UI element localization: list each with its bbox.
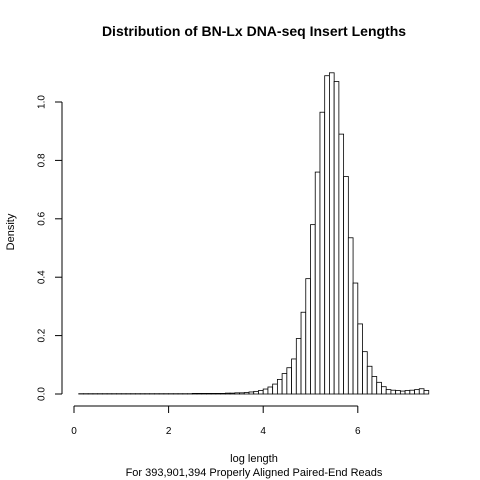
histogram-bar [202, 393, 207, 394]
histogram-bar [386, 390, 391, 394]
histogram-bar [381, 387, 386, 394]
histogram-bar [311, 225, 316, 394]
histogram-bar [197, 393, 202, 394]
histogram-bar [292, 359, 297, 394]
x-axis-label: log length [230, 453, 278, 465]
histogram-bar [235, 393, 240, 394]
histogram-bar [358, 324, 363, 394]
y-axis-label: Density [5, 213, 17, 250]
y-tick-label: 0.8 [37, 153, 48, 167]
histogram-bar [244, 393, 249, 394]
histogram-bar [211, 393, 216, 394]
histogram-bar [306, 279, 311, 394]
histogram-bars [79, 73, 429, 394]
histogram-bar [391, 390, 396, 394]
histogram-bar [206, 393, 211, 394]
x-tick-label: 0 [71, 426, 77, 437]
histogram-bar [249, 392, 254, 394]
histogram-bar [216, 393, 221, 394]
histogram-bar [329, 73, 334, 394]
histogram-bar [301, 312, 306, 394]
y-tick-label: 0.0 [37, 387, 48, 401]
histogram-bar [405, 390, 410, 394]
histogram-bar [353, 283, 358, 394]
histogram-bar [315, 172, 320, 394]
x-axis: 0 2 4 6 [71, 406, 361, 437]
y-axis: 0.0 0.2 0.4 0.6 0.8 1.0 [37, 95, 63, 401]
histogram-bar [377, 382, 382, 394]
histogram-bar [339, 134, 344, 394]
histogram-bar [254, 391, 259, 394]
chart-subtitle: For 393,901,394 Properly Aligned Paired-… [126, 467, 383, 479]
histogram-bar [268, 387, 273, 394]
histogram-bar [325, 76, 330, 394]
histogram-bar [273, 384, 278, 394]
y-tick-label: 0.4 [37, 270, 48, 284]
y-tick-label: 0.6 [37, 211, 48, 225]
histogram-bar [334, 82, 339, 394]
x-tick-label: 2 [166, 426, 172, 437]
histogram-bar [344, 176, 349, 394]
histogram-bar [258, 390, 263, 394]
chart-title: Distribution of BN-Lx DNA-seq Insert Len… [102, 23, 406, 39]
histogram-bar [410, 390, 415, 394]
histogram-bar [277, 379, 282, 394]
histogram-bar [221, 393, 226, 394]
histogram-bar [400, 391, 405, 394]
histogram-bar [192, 393, 197, 394]
histogram-bar [348, 238, 353, 394]
histogram-bar [372, 376, 377, 394]
y-tick-label: 1.0 [37, 95, 48, 109]
x-tick-label: 6 [355, 426, 361, 437]
histogram-bar [230, 393, 235, 394]
histogram-bar [424, 390, 429, 394]
histogram-bar [320, 112, 325, 394]
histogram-bar [419, 389, 424, 394]
histogram-bar [363, 352, 368, 394]
y-tick-label: 0.2 [37, 328, 48, 342]
histogram-bar [396, 390, 401, 394]
histogram-bar [296, 339, 301, 394]
histogram-bar [367, 366, 372, 394]
histogram-bar [287, 368, 292, 394]
histogram-bar [282, 374, 287, 394]
histogram-bar [415, 390, 420, 394]
histogram-bar [240, 393, 245, 394]
x-tick-label: 4 [260, 426, 266, 437]
histogram-bar [263, 389, 268, 394]
histogram-bar [225, 393, 230, 394]
